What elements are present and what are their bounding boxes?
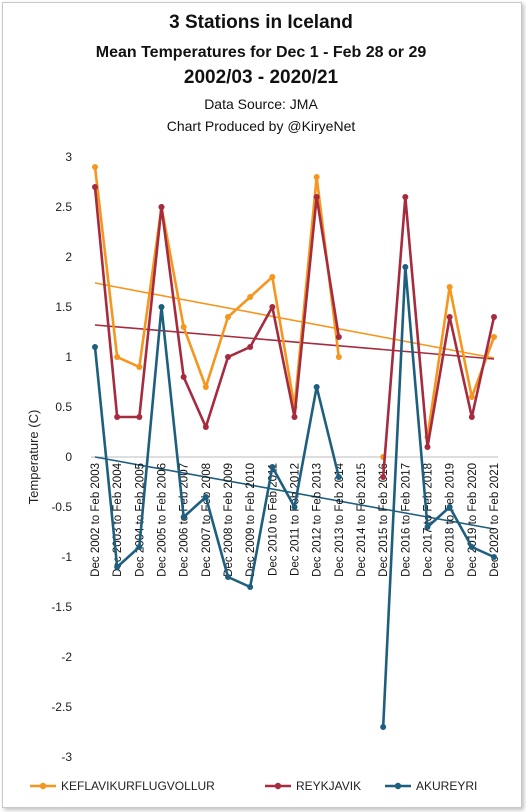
data-point (380, 474, 387, 480)
x-tick-label: Dec 2007 to Feb 2008 (201, 463, 213, 577)
data-point (114, 414, 121, 420)
x-tick-label: Dec 2018 to Feb 2019 (445, 463, 457, 577)
data-point (202, 384, 209, 390)
y-tick-label: 1.5 (55, 300, 72, 314)
data-point (114, 354, 121, 360)
x-tick-label: Dec 2019 to Feb 2020 (467, 463, 479, 577)
data-point (468, 544, 475, 550)
series-line (381, 195, 496, 478)
x-tick-label: Dec 2010 to Feb 2011 (267, 463, 279, 576)
x-tick-label: Dec 2013 to Feb 2014 (334, 462, 346, 576)
data-point (247, 584, 254, 590)
data-point (225, 354, 231, 360)
x-tick-label: Dec 2014 to Feb 2015 (356, 463, 368, 577)
data-point (269, 304, 276, 310)
data-point (136, 544, 143, 550)
legend-label: AKUREYRI (416, 779, 477, 793)
trend-line (94, 324, 495, 360)
data-point (92, 164, 98, 170)
series-line (381, 265, 495, 728)
series-line (93, 186, 341, 429)
data-point (114, 564, 121, 570)
y-tick-label: 0 (65, 450, 72, 464)
data-point (491, 554, 497, 560)
legend-label: REYKJAVIK (296, 779, 361, 793)
data-point (225, 314, 231, 320)
data-point (402, 264, 409, 270)
x-tick-label: Dec 2002 to Feb 2003 (90, 463, 102, 577)
y-tick-label: 2 (65, 250, 72, 264)
data-point (180, 374, 187, 380)
data-point (335, 354, 342, 360)
x-tick-label: Dec 2016 to Feb 2017 (400, 463, 412, 577)
data-point (269, 274, 276, 280)
data-point (446, 284, 453, 290)
x-tick-label: Dec 2003 to Feb 2004 (112, 462, 124, 576)
data-point (92, 184, 98, 190)
data-point (313, 384, 320, 390)
legend-swatch-marker (394, 782, 402, 790)
data-point (136, 414, 143, 420)
y-axis-label: Temperature (C) (26, 410, 41, 505)
data-point (446, 504, 453, 510)
y-tick-label: 1 (65, 350, 72, 364)
chart-period: 2002/03 - 2020/21 (183, 67, 339, 88)
data-point (313, 194, 320, 200)
data-point (468, 394, 475, 400)
x-tick-label: Dec 2008 to Feb 2009 (223, 463, 235, 577)
data-point (202, 424, 209, 430)
data-point (335, 474, 342, 480)
chart-title: 3 Stations in Iceland (169, 12, 353, 33)
trend-line (94, 282, 495, 359)
data-point (313, 174, 320, 180)
chart-credit: Chart Produced by @KiryeNet (166, 118, 356, 134)
data-point (424, 524, 431, 530)
data-source: Data Source: JMA (204, 96, 318, 112)
data-point (380, 724, 387, 730)
data-point (335, 334, 342, 340)
data-point (180, 324, 187, 330)
data-point (402, 194, 409, 200)
x-tick-label: Dec 2020 to Feb 2021 (489, 463, 501, 577)
data-point (424, 444, 431, 450)
y-tick-label: -1 (61, 550, 72, 564)
data-point (491, 314, 497, 320)
data-point (136, 364, 143, 370)
y-tick-label: -1.5 (51, 600, 72, 614)
y-tick-label: -3 (61, 750, 72, 764)
data-point (247, 294, 254, 300)
y-tick-label: 2.5 (55, 200, 72, 214)
data-point (247, 344, 254, 350)
legend-swatch-marker (39, 782, 47, 790)
legend-label: KEFLAVIKURFLUGVOLLUR (61, 779, 215, 793)
data-point (269, 464, 276, 470)
data-point (491, 334, 497, 340)
chart-subtitle: Mean Temperatures for Dec 1 - Feb 28 or … (95, 44, 427, 61)
data-point (158, 204, 165, 210)
series-line (93, 305, 341, 589)
data-point (291, 504, 298, 510)
x-tick-label: Dec 2009 to Feb 2010 (245, 463, 257, 577)
x-tick-label: Dec 2005 to Feb 2006 (157, 463, 169, 577)
y-tick-label: 0.5 (55, 400, 72, 414)
data-point (202, 494, 209, 500)
y-tick-label: -2.5 (51, 700, 72, 714)
data-point (158, 304, 165, 310)
data-point (92, 344, 98, 350)
series-line (93, 166, 341, 409)
x-tick-label: Dec 2012 to Feb 2013 (312, 463, 324, 577)
data-point (446, 314, 453, 320)
data-point (225, 574, 231, 580)
data-point (291, 414, 298, 420)
data-point (180, 514, 187, 520)
legend-swatch-marker (274, 782, 282, 790)
y-tick-label: -2 (61, 650, 72, 664)
x-tick-label: Dec 2015 to Feb 2016 (378, 463, 390, 577)
y-tick-label: -0.5 (51, 500, 72, 514)
data-point (468, 414, 475, 420)
y-tick-label: 3 (65, 150, 72, 164)
